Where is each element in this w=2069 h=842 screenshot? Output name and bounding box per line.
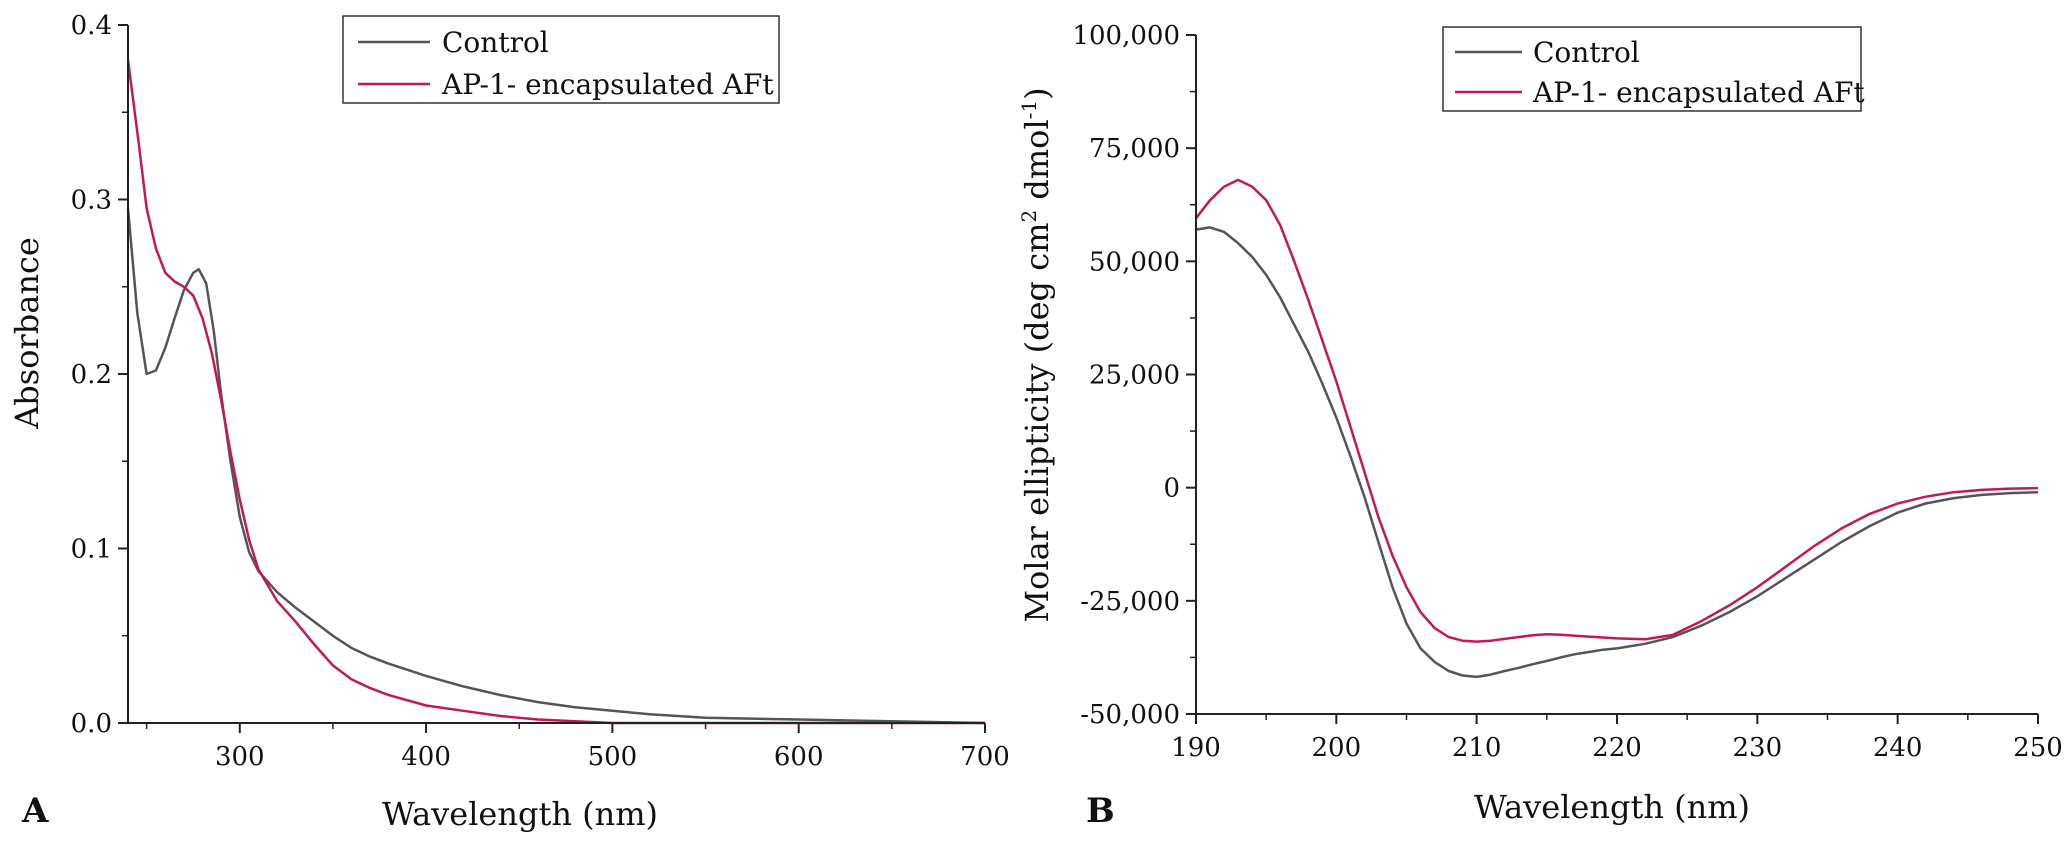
panel-b-ylabel-sup1: 2 xyxy=(1017,210,1041,223)
panel-a-x-tick-label: 400 xyxy=(401,742,451,772)
panel-a-x-tick-label: 500 xyxy=(588,742,638,772)
panel-b-chart: 190 200 210 220 230 240 250 -50,000 -25,000 0 25,0… xyxy=(1017,21,2063,831)
panel-b-series-line-encapsulated xyxy=(1195,178,2039,643)
panel-a-y-tick-label: 0.0 xyxy=(71,709,112,739)
panel-a-y-tick-label: 0.2 xyxy=(71,360,112,390)
panel-b-legend-label-control: Control xyxy=(1533,36,1640,69)
panel-a-series-line-control xyxy=(126,208,986,725)
panel-b-ylabel-end: ) xyxy=(1018,87,1056,99)
panel-a-series-line-encapsulated xyxy=(126,59,985,725)
panel-a-chart: 300 400 500 600 700 0.0 0.1 0.2 0.3 0.4 Wavelengt… xyxy=(8,11,1010,833)
panel-a-legend-box xyxy=(342,15,780,104)
panel-a-ticks: 300 400 500 600 700 0.0 0.1 0.2 0.3 0.4 xyxy=(71,11,1010,772)
panel-b-y-tick-label: -50,000 xyxy=(1080,700,1180,730)
panel-b-y-tick-label: 0 xyxy=(1163,474,1180,504)
panel-b-y-tick-label: 50,000 xyxy=(1089,247,1180,277)
panel-b-ylabel-main: Molar ellipticity (deg cm xyxy=(1018,223,1056,623)
panel-b-x-tick-label: 230 xyxy=(1733,733,1783,763)
panel-a-y-tick-label: 0.1 xyxy=(71,535,112,565)
panel-b-ticks: 190 200 210 220 230 240 250 -50,000 -25,000 0 25,0… xyxy=(1072,21,2062,763)
panel-b-axes xyxy=(1195,35,2038,715)
panel-a-x-tick-label: 700 xyxy=(960,742,1010,772)
panel-b-x-tick-label: 240 xyxy=(1873,733,1923,763)
panel-b-legend: Control AP-1- encapsulated AFt xyxy=(1442,26,1865,112)
panel-b-x-tick-label: 220 xyxy=(1592,733,1642,763)
panel-b-x-tick-label: 190 xyxy=(1171,733,1221,763)
panel-b-letter: B xyxy=(1086,791,1115,831)
panel-a-y-tick-label: 0.4 xyxy=(71,11,112,41)
panel-b-y-tick-label: 25,000 xyxy=(1089,361,1180,391)
panel-a-x-tick-label: 600 xyxy=(774,742,824,772)
panel-b-series xyxy=(1195,178,2039,679)
panel-b-ylabel: Molar ellipticity (deg cm2 dmol-1) xyxy=(1017,87,1056,622)
panel-a-xlabel: Wavelength (nm) xyxy=(382,795,658,833)
panel-a-series xyxy=(126,59,986,725)
panel-b-legend-box xyxy=(1442,26,1862,112)
panel-b-ylabel-mid: dmol xyxy=(1018,119,1056,210)
panel-b-x-tick-label: 250 xyxy=(2013,733,2063,763)
panel-b-x-tick-label: 210 xyxy=(1452,733,1502,763)
panel-b-legend-label-encapsulated: AP-1- encapsulated AFt xyxy=(1532,76,1865,109)
panel-b-series-line-control xyxy=(1195,226,2039,679)
panel-a-letter: A xyxy=(21,791,49,831)
panel-b-xlabel: Wavelength (nm) xyxy=(1474,788,1750,826)
panel-a-legend-label-control: Control xyxy=(442,26,549,59)
panel-a-legend: Control AP-1- encapsulated AFt xyxy=(342,15,780,104)
panel-a-axes xyxy=(127,25,985,724)
panel-b-y-tick-label: -25,000 xyxy=(1080,587,1180,617)
panel-a-x-tick-label: 300 xyxy=(215,742,265,772)
panel-b-y-tick-label: 100,000 xyxy=(1072,21,1180,51)
panel-b-ylabel-sup2: -1 xyxy=(1017,100,1041,119)
panel-a-ylabel: Absorbance xyxy=(8,237,46,430)
panel-b-y-tick-label: 75,000 xyxy=(1089,134,1180,164)
panel-b-x-tick-label: 200 xyxy=(1312,733,1362,763)
panel-a-y-tick-label: 0.3 xyxy=(71,186,112,216)
panel-a-legend-label-encapsulated: AP-1- encapsulated AFt xyxy=(441,68,774,101)
